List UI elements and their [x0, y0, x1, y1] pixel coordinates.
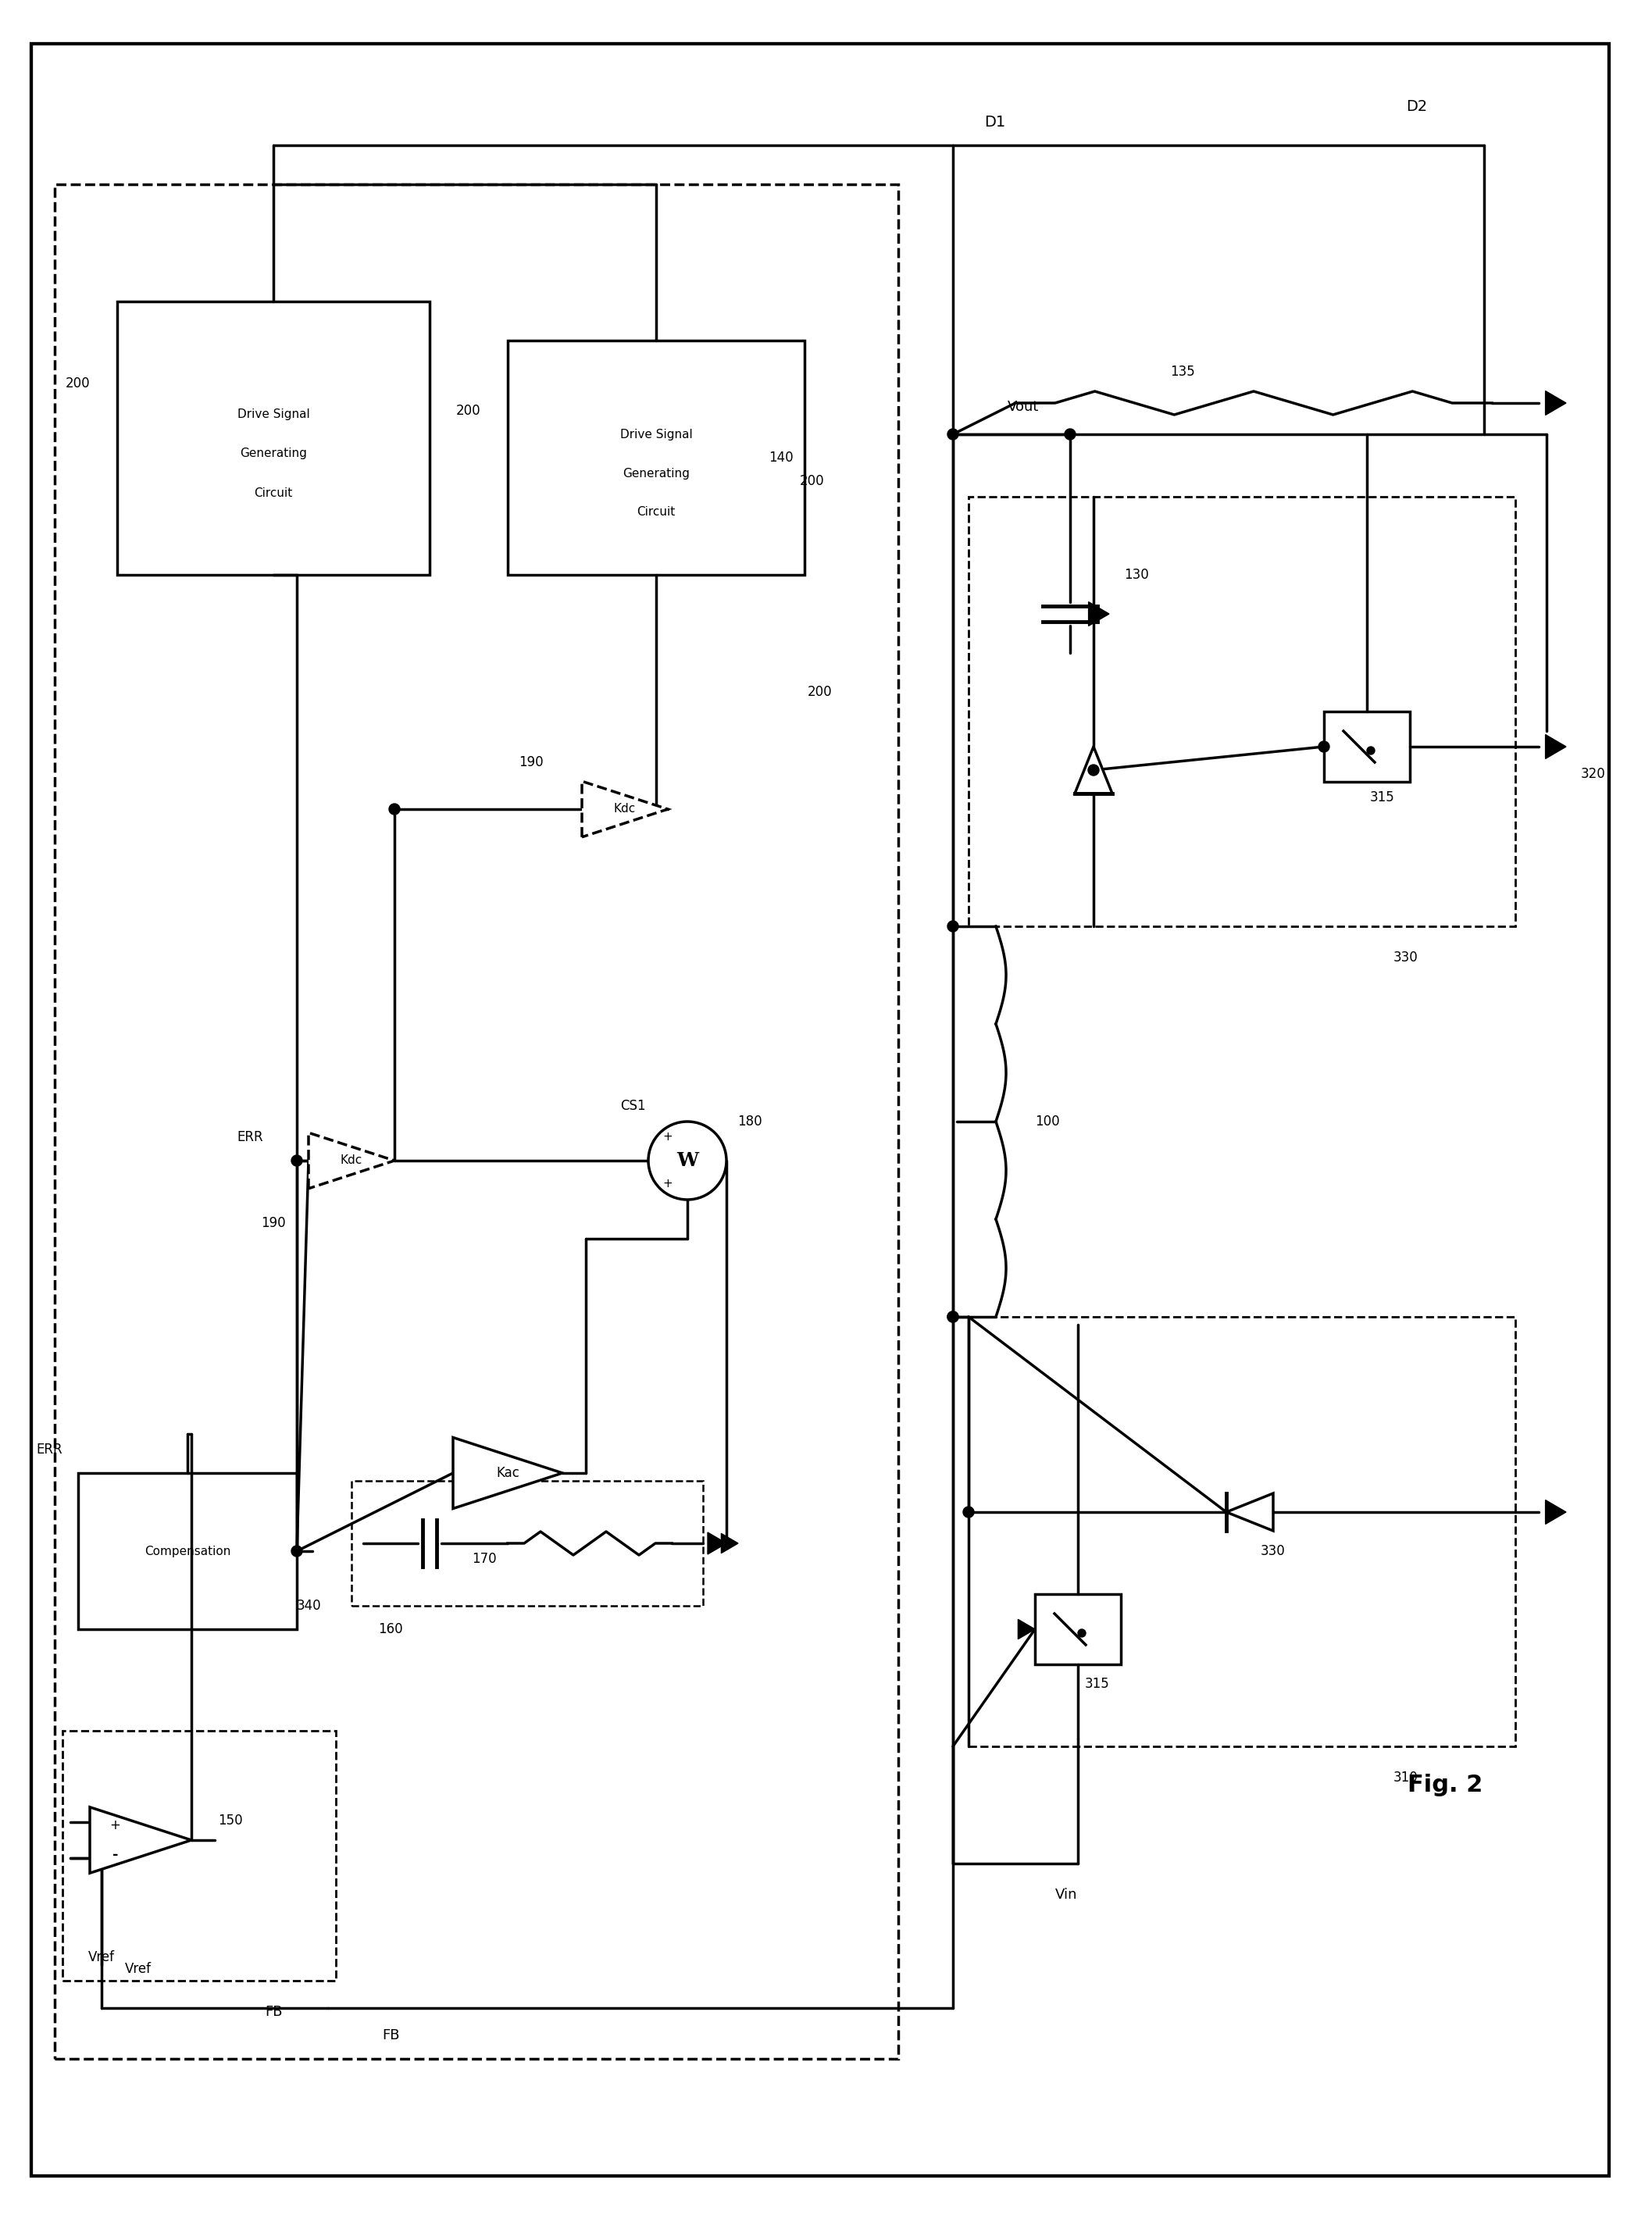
Circle shape: [948, 430, 958, 441]
Bar: [1034, 1595, 1120, 1663]
Text: ERR: ERR: [36, 1442, 63, 1457]
Bar: [968, 1316, 1515, 1745]
Polygon shape: [89, 1807, 192, 1874]
Text: Generating: Generating: [623, 467, 689, 478]
Text: D2: D2: [1406, 100, 1427, 113]
Bar: [117, 301, 430, 576]
Circle shape: [1318, 742, 1330, 753]
Text: 315: 315: [1085, 1677, 1110, 1690]
Text: 190: 190: [519, 755, 544, 769]
Text: 315: 315: [1370, 791, 1394, 804]
Bar: [1323, 711, 1409, 782]
Polygon shape: [1226, 1493, 1274, 1531]
Text: W: W: [676, 1152, 699, 1170]
Text: 100: 100: [1034, 1114, 1059, 1130]
Circle shape: [388, 804, 400, 815]
Polygon shape: [1546, 735, 1566, 760]
Bar: [968, 496, 1515, 926]
Text: 200: 200: [66, 377, 91, 390]
Text: 200: 200: [456, 403, 481, 419]
Circle shape: [948, 1311, 958, 1322]
Text: -: -: [112, 1847, 119, 1863]
Text: Circuit: Circuit: [638, 507, 676, 518]
Text: 320: 320: [1581, 766, 1606, 782]
Bar: [352, 1482, 704, 1606]
Text: FB: FB: [264, 2005, 282, 2018]
Text: 140: 140: [768, 450, 793, 465]
Text: 340: 340: [296, 1599, 320, 1613]
Polygon shape: [1546, 392, 1566, 414]
Polygon shape: [1546, 1500, 1566, 1524]
Text: +: +: [662, 1132, 672, 1143]
Text: Generating: Generating: [240, 447, 307, 461]
Text: Kdc: Kdc: [615, 804, 636, 815]
Text: 135: 135: [1170, 365, 1194, 379]
Text: ERR: ERR: [236, 1130, 263, 1145]
Text: 200: 200: [800, 474, 824, 487]
Polygon shape: [582, 782, 667, 837]
Circle shape: [1089, 764, 1099, 775]
Text: D1: D1: [985, 115, 1006, 128]
Text: 160: 160: [378, 1621, 403, 1637]
Text: Kdc: Kdc: [340, 1154, 362, 1167]
Circle shape: [1366, 746, 1374, 755]
Text: FB: FB: [382, 2029, 400, 2042]
Polygon shape: [1018, 1619, 1034, 1639]
Bar: [63, 1730, 335, 1980]
Text: +: +: [109, 1819, 121, 1832]
Text: Vref: Vref: [88, 1949, 116, 1965]
Polygon shape: [453, 1438, 562, 1508]
Bar: [78, 1473, 297, 1630]
Text: Compensation: Compensation: [144, 1546, 231, 1557]
Circle shape: [291, 1546, 302, 1557]
Text: 330: 330: [1394, 950, 1419, 964]
Text: 130: 130: [1123, 567, 1148, 583]
Circle shape: [648, 1121, 727, 1201]
Bar: [55, 184, 899, 2058]
Text: Drive Signal: Drive Signal: [620, 427, 692, 441]
Text: Vref: Vref: [126, 1962, 152, 1976]
Text: 150: 150: [218, 1814, 243, 1827]
Polygon shape: [722, 1533, 738, 1553]
Circle shape: [291, 1156, 302, 1165]
Circle shape: [1064, 430, 1075, 441]
Text: Drive Signal: Drive Signal: [238, 410, 309, 421]
Circle shape: [948, 921, 958, 933]
Circle shape: [948, 1311, 958, 1322]
Text: 330: 330: [1260, 1544, 1285, 1557]
Text: 190: 190: [261, 1216, 286, 1229]
Text: 180: 180: [737, 1114, 762, 1130]
Circle shape: [1077, 1630, 1085, 1637]
Circle shape: [963, 1506, 975, 1517]
Text: Vout: Vout: [1008, 401, 1039, 414]
Text: 310: 310: [1394, 1770, 1419, 1785]
Text: Fig. 2: Fig. 2: [1408, 1774, 1482, 1796]
Polygon shape: [309, 1132, 395, 1189]
Polygon shape: [1089, 602, 1108, 627]
Text: +: +: [662, 1178, 672, 1189]
Text: Kac: Kac: [496, 1466, 519, 1480]
Bar: [507, 341, 805, 576]
Text: Vin: Vin: [1056, 1887, 1077, 1903]
Text: 170: 170: [472, 1553, 497, 1566]
Text: 200: 200: [808, 684, 833, 700]
Polygon shape: [1075, 746, 1112, 793]
Polygon shape: [707, 1533, 727, 1555]
Text: CS1: CS1: [620, 1099, 646, 1112]
Text: Circuit: Circuit: [254, 487, 292, 498]
